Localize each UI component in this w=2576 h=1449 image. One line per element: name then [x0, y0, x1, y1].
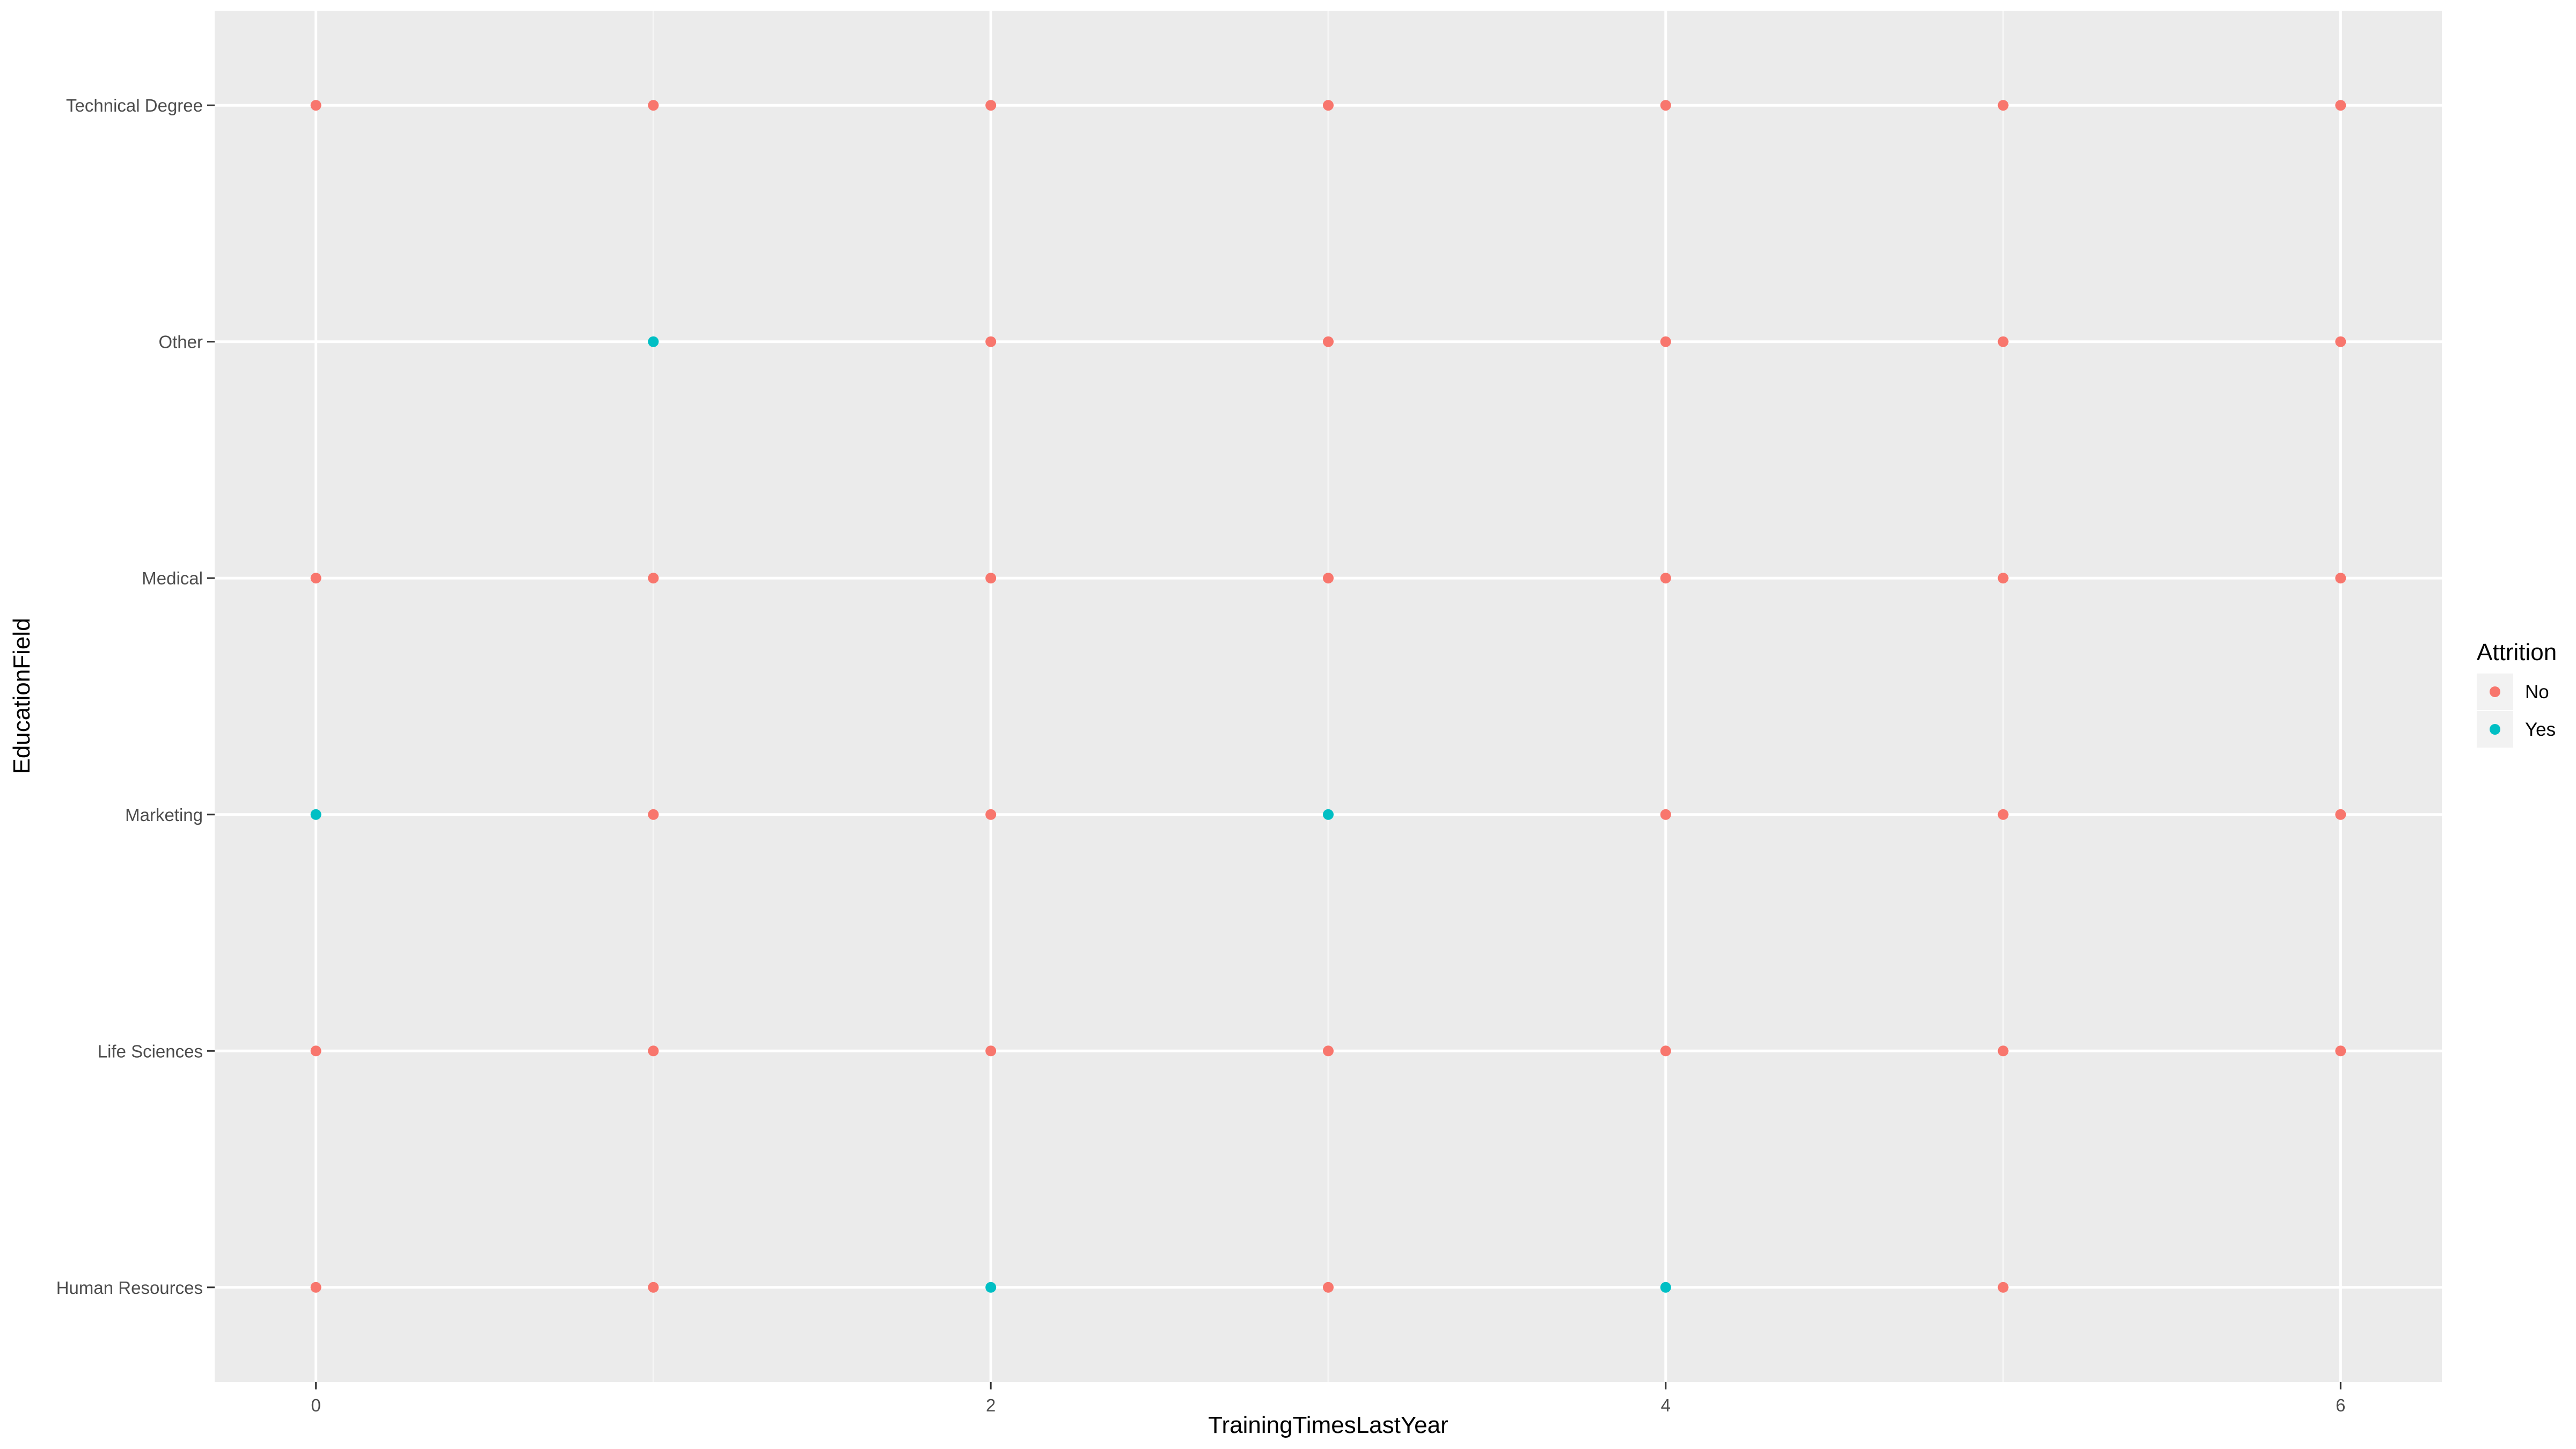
data-point-no — [985, 573, 997, 584]
data-point-no — [648, 573, 659, 584]
data-point-no — [648, 100, 659, 111]
data-point-no — [985, 809, 997, 820]
data-point-no — [310, 1282, 321, 1293]
data-point-no — [310, 573, 321, 584]
legend-swatch — [2490, 724, 2500, 735]
y-tick-label: Life Sciences — [98, 1041, 203, 1061]
data-point-no — [648, 809, 659, 820]
y-tick-label: Marketing — [125, 805, 203, 825]
data-point-no — [1323, 336, 1334, 347]
y-tick-label: Human Resources — [56, 1278, 203, 1298]
x-axis-title: TrainingTimesLastYear — [1208, 1412, 1448, 1438]
data-point-no — [1997, 100, 2009, 111]
data-point-no — [985, 336, 997, 347]
data-point-no — [2335, 573, 2346, 584]
data-points — [310, 100, 2346, 1293]
legend-label: No — [2525, 682, 2549, 702]
data-point-no — [2335, 100, 2346, 111]
data-point-no — [1997, 1282, 2009, 1293]
legend-title: Attrition — [2477, 639, 2557, 665]
data-point-yes — [1323, 809, 1334, 820]
data-point-no — [1997, 336, 2009, 347]
data-point-no — [1660, 809, 1671, 820]
legend-label: Yes — [2525, 719, 2556, 740]
y-tick-label: Technical Degree — [66, 96, 203, 115]
data-point-yes — [1660, 1282, 1671, 1293]
minor-gridlines — [652, 11, 2004, 1382]
data-point-no — [2335, 336, 2346, 347]
data-point-no — [1323, 1282, 1334, 1293]
y-axis-title: EducationField — [9, 618, 35, 774]
data-point-no — [1997, 573, 2009, 584]
data-point-yes — [985, 1282, 997, 1293]
data-point-no — [1660, 573, 1671, 584]
data-point-no — [310, 1045, 321, 1057]
data-point-no — [2335, 809, 2346, 820]
data-point-no — [310, 100, 321, 111]
data-point-no — [648, 1045, 659, 1057]
data-point-no — [1660, 100, 1671, 111]
legend-swatch — [2490, 686, 2500, 697]
data-point-no — [1323, 100, 1334, 111]
x-axis: 0 2 4 6 — [311, 1382, 2346, 1415]
data-point-no — [2335, 1045, 2346, 1057]
data-point-no — [1323, 1045, 1334, 1057]
x-tick-label: 4 — [1661, 1395, 1671, 1415]
data-point-no — [1997, 1045, 2009, 1057]
x-tick-label: 0 — [311, 1395, 320, 1415]
y-tick-label: Medical — [142, 568, 203, 588]
data-point-yes — [648, 336, 659, 347]
x-tick-label: 6 — [2336, 1395, 2345, 1415]
y-axis: Human Resources Life Sciences Marketing Med… — [56, 96, 215, 1298]
data-point-no — [648, 1282, 659, 1293]
data-point-no — [1323, 573, 1334, 584]
data-point-yes — [310, 809, 321, 820]
data-point-no — [1997, 809, 2009, 820]
data-point-no — [985, 100, 997, 111]
data-point-no — [1660, 336, 1671, 347]
x-tick-label: 2 — [986, 1395, 996, 1415]
y-tick-label: Other — [158, 332, 203, 352]
legend: Attrition No Yes — [2477, 639, 2557, 748]
data-point-no — [1660, 1045, 1671, 1057]
data-point-no — [985, 1045, 997, 1057]
